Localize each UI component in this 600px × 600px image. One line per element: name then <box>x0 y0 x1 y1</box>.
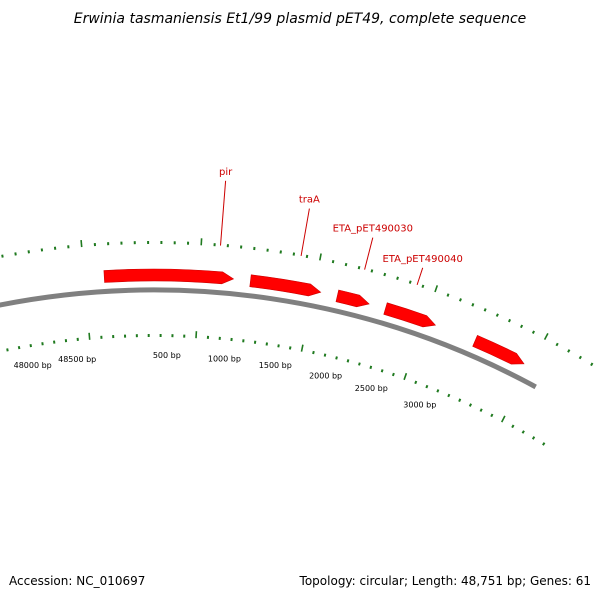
inner-ring-minor-tick <box>414 380 418 385</box>
outer-ring-major-tick <box>434 285 439 293</box>
inner-ring-major-tick <box>88 332 91 340</box>
gene-arrow <box>249 274 322 297</box>
outer-ring-minor-tick <box>458 298 462 302</box>
outer-ring-minor-tick <box>531 330 535 334</box>
inner-ring-minor-tick <box>277 344 280 348</box>
tick-label: 1000 bp <box>208 354 241 363</box>
outer-ring-major-tick <box>80 240 83 248</box>
inner-ring-minor-tick <box>511 424 515 429</box>
map-title: Erwinia tasmaniensis Et1/99 plasmid pET4… <box>74 11 527 27</box>
inner-ring-minor-tick <box>479 408 483 412</box>
inner-ring-major-tick <box>403 372 408 381</box>
inner-ring-minor-tick <box>323 353 327 357</box>
outer-ring-minor-tick <box>396 276 399 280</box>
topology-summary-text: Topology: circular; Length: 48,751 bp; G… <box>299 574 591 588</box>
plasmid-backbone <box>0 287 537 390</box>
outer-ring-minor-tick <box>421 284 425 289</box>
inner-ring-minor-tick <box>458 398 462 402</box>
tick-label: 500 bp <box>153 351 181 360</box>
inner-ring-major-tick <box>300 344 304 352</box>
tick-label: 2500 bp <box>355 384 388 393</box>
inner-ring-minor-tick <box>369 365 373 370</box>
outer-ring-minor-tick <box>27 250 30 254</box>
gene-label: ETA_pET490030 <box>333 224 413 235</box>
outer-ring-minor-tick <box>344 262 348 267</box>
gene-arrow <box>383 302 437 328</box>
inner-ring-minor-tick <box>288 346 292 350</box>
outer-ring-major-tick <box>319 253 322 261</box>
outer-ring-minor-tick <box>578 355 582 360</box>
outer-ring-minor-tick <box>446 293 450 297</box>
outer-ring-minor-tick <box>331 259 335 264</box>
outer-ring-minor-tick <box>279 250 282 254</box>
outer-ring-minor-tick <box>292 252 296 256</box>
tick-label: 48000 bp <box>14 361 52 370</box>
gene-label: traA <box>299 195 320 206</box>
gene-arrow <box>472 335 525 365</box>
inner-ring-major-tick <box>500 415 506 423</box>
outer-ring-minor-tick <box>14 252 17 256</box>
inner-ring-minor-tick <box>531 436 536 440</box>
outer-ring-minor-tick <box>383 272 387 277</box>
outer-ring-minor-tick <box>519 324 524 329</box>
outer-ring-minor-tick <box>495 313 499 317</box>
accession-text: Accession: NC_010697 <box>9 574 145 588</box>
outer-ring-minor-tick <box>305 254 309 259</box>
inner-ring-minor-tick <box>436 389 440 393</box>
inner-ring-minor-tick <box>312 350 315 355</box>
outer-tick-ring <box>1 238 594 367</box>
outer-ring-minor-tick <box>408 280 412 284</box>
outer-ring-minor-tick <box>370 269 374 273</box>
inner-tick-ring <box>6 331 546 446</box>
gene-label: ETA_pET490040 <box>382 254 462 265</box>
inner-ring-minor-tick <box>17 345 21 350</box>
inner-ring-minor-tick <box>425 384 429 389</box>
inner-ring-minor-tick <box>447 393 451 398</box>
inner-ring-minor-tick <box>521 430 525 434</box>
tick-label: 48500 bp <box>58 355 96 364</box>
inner-ring-minor-tick <box>490 413 494 418</box>
outer-ring-minor-tick <box>1 254 4 258</box>
gene-leader-line <box>220 180 227 246</box>
inner-ring-minor-tick <box>6 348 9 352</box>
outer-ring-minor-tick <box>507 318 512 323</box>
gene-group <box>103 268 525 365</box>
tick-label: 2000 bp <box>309 371 342 380</box>
gene-arrow <box>335 289 370 308</box>
inner-ring-minor-tick <box>391 372 395 377</box>
inner-ring-minor-tick <box>468 403 473 407</box>
gene-label: pir <box>219 167 233 178</box>
inner-ring-minor-tick <box>29 344 32 348</box>
tick-label: 1500 bp <box>259 361 292 370</box>
gene-leader-line <box>364 237 374 270</box>
outer-ring-minor-tick <box>357 265 361 270</box>
inner-ring-minor-tick <box>335 356 338 360</box>
inner-ring-minor-tick <box>346 359 350 363</box>
outer-ring-major-tick <box>543 333 549 340</box>
gene-arrow <box>103 268 235 285</box>
outer-ring-minor-tick <box>471 303 475 307</box>
gene-leader-line <box>416 267 424 286</box>
gene-label-group: pir traA ETA_pET490030 ETA_pET490040 <box>219 167 463 286</box>
inner-ring-minor-tick <box>380 369 384 373</box>
outer-ring-minor-tick <box>555 342 559 347</box>
inner-ring-minor-tick <box>358 362 361 366</box>
inner-ring-minor-tick <box>542 442 546 446</box>
outer-ring-minor-tick <box>567 349 571 353</box>
tick-label-group: 48000 bp 48500 bp 500 bp 1000 bp 1500 bp 2000… <box>14 351 437 410</box>
gene-leader-line <box>300 208 310 256</box>
outer-ring-minor-tick <box>483 308 487 312</box>
outer-ring-minor-tick <box>590 362 594 367</box>
tick-label: 3000 bp <box>403 401 436 410</box>
